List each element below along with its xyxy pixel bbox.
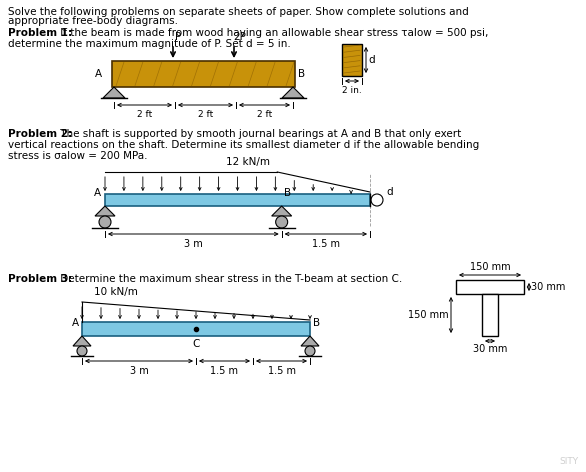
Text: d: d — [368, 55, 374, 65]
Text: B: B — [298, 69, 305, 79]
Text: 1.5 m: 1.5 m — [312, 239, 340, 249]
Bar — [482, 294, 498, 336]
Text: If the beam is made from wood having an allowable shear stress τalow = 500 psi,: If the beam is made from wood having an … — [57, 28, 488, 38]
Text: 150 mm: 150 mm — [408, 310, 449, 320]
Bar — [112, 61, 295, 87]
Polygon shape — [95, 206, 115, 216]
Text: 30 mm: 30 mm — [473, 344, 507, 354]
Circle shape — [99, 216, 111, 228]
Text: appropriate free-body diagrams.: appropriate free-body diagrams. — [8, 16, 178, 26]
Polygon shape — [103, 87, 125, 98]
Circle shape — [305, 346, 315, 356]
Text: B: B — [313, 318, 320, 328]
Text: C: C — [192, 339, 200, 349]
Text: B: B — [284, 188, 291, 198]
Bar — [456, 280, 524, 294]
Text: A: A — [94, 188, 101, 198]
Text: 2 in.: 2 in. — [342, 86, 362, 95]
Text: Problem 3:: Problem 3: — [8, 274, 72, 284]
Text: A: A — [72, 318, 79, 328]
Bar — [342, 44, 362, 76]
Bar — [105, 194, 370, 206]
Text: 2 ft: 2 ft — [137, 110, 152, 119]
Text: 150 mm: 150 mm — [470, 262, 510, 272]
Text: 10 kN/m: 10 kN/m — [94, 287, 138, 297]
Text: 3 m: 3 m — [184, 239, 203, 249]
Text: Determine the maximum shear stress in the T-beam at section C.: Determine the maximum shear stress in th… — [57, 274, 402, 284]
Text: 2P: 2P — [233, 32, 246, 42]
Text: A: A — [95, 69, 102, 79]
Text: d: d — [386, 187, 393, 197]
Text: 3 m: 3 m — [130, 366, 148, 376]
Text: Problem 1:: Problem 1: — [8, 28, 72, 38]
Polygon shape — [301, 336, 319, 346]
Text: 2 ft: 2 ft — [257, 110, 272, 119]
Polygon shape — [73, 336, 91, 346]
Text: Problem 2:: Problem 2: — [8, 129, 72, 139]
Text: 30 mm: 30 mm — [531, 282, 565, 292]
Text: The shaft is supported by smooth journal bearings at A and B that only exert: The shaft is supported by smooth journal… — [57, 129, 461, 139]
Text: 1.5 m: 1.5 m — [210, 366, 239, 376]
Circle shape — [371, 194, 383, 206]
Text: SITY: SITY — [559, 457, 578, 466]
Text: stress is σalow = 200 MPa.: stress is σalow = 200 MPa. — [8, 151, 148, 161]
Text: P: P — [175, 32, 181, 42]
Text: vertical reactions on the shaft. Determine its smallest diameter d if the allowa: vertical reactions on the shaft. Determi… — [8, 140, 479, 150]
Circle shape — [77, 346, 87, 356]
Text: Solve the following problems on separate sheets of paper. Show complete solution: Solve the following problems on separate… — [8, 7, 469, 17]
Polygon shape — [272, 206, 292, 216]
Bar — [82, 322, 310, 336]
Text: 12 kN/m: 12 kN/m — [226, 157, 270, 167]
Text: 2 ft: 2 ft — [198, 110, 213, 119]
Text: determine the maximum magnitude of P. Set d = 5 in.: determine the maximum magnitude of P. Se… — [8, 39, 291, 49]
Polygon shape — [282, 87, 304, 98]
Circle shape — [275, 216, 288, 228]
Text: 1.5 m: 1.5 m — [267, 366, 295, 376]
